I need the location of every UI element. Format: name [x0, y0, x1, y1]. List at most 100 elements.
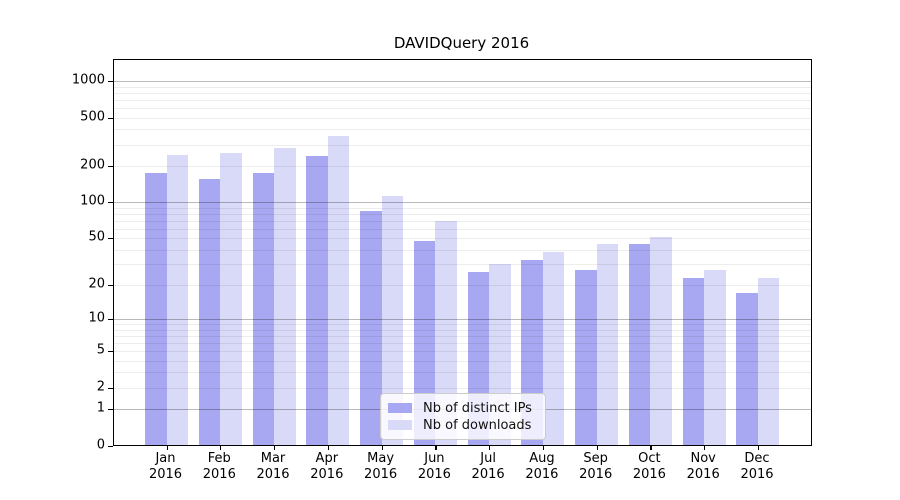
x-tick-mark-aug [542, 445, 545, 450]
bar-downloads-jun [435, 220, 457, 445]
y-tick-label-10: 10 [88, 310, 105, 326]
x-tick-month-feb: Feb [207, 451, 231, 466]
x-tick-label-dec: Dec 2016 [722, 451, 792, 483]
bar-downloads-jan [166, 155, 188, 445]
x-tick-mark-jul [489, 445, 491, 450]
legend-label-downloads: Nb of downloads [423, 417, 532, 433]
y-tick-mark-5 [107, 351, 113, 353]
x-tick-mark-mar [274, 445, 276, 450]
legend-entry-distinct-ips: Nb of distinct IPs [388, 400, 537, 416]
y-tick-mark-1000 [107, 81, 113, 83]
x-tick-year-aug: 2016 [525, 466, 559, 482]
x-tick-year-may: 2016 [364, 466, 398, 482]
y-tick-label-1000: 1000 [71, 72, 105, 88]
plot-area: Nb of distinct IPs Nb of downloads [107, 59, 812, 450]
bar-distinct-ips-jan [145, 172, 167, 445]
x-tick-label-oct: Oct 2016 [614, 451, 684, 483]
y-tick-label-0: 0 [96, 437, 105, 453]
x-tick-mark-feb [220, 445, 222, 450]
y-tick-label-5: 5 [96, 342, 105, 358]
x-tick-label-nov: Nov 2016 [668, 451, 738, 483]
bars-layer [114, 60, 811, 445]
x-tick-month-jan: Jan [155, 451, 176, 466]
y-tick-label-50: 50 [88, 229, 105, 245]
x-tick-mark-may [381, 445, 383, 450]
y-tick-label-200: 200 [80, 157, 105, 173]
x-tick-label-mar: Mar 2016 [238, 451, 308, 483]
x-tick-mark-jun [435, 445, 437, 450]
x-tick-year-oct: 2016 [632, 466, 666, 482]
x-tick-mark-oct [650, 445, 652, 450]
x-tick-label-sep: Sep 2016 [561, 451, 631, 483]
x-tick-month-jul: Jul [480, 451, 496, 466]
chart-title: DAVIDQuery 2016 [393, 34, 530, 52]
x-tick-month-apr: Apr [315, 451, 339, 466]
x-tick-year-nov: 2016 [686, 466, 720, 482]
x-tick-mark-apr [327, 445, 329, 450]
x-tick-mark-jan [166, 445, 168, 450]
x-tick-month-mar: Mar [260, 451, 286, 466]
x-tick-month-dec: Dec [744, 451, 770, 466]
x-tick-year-jan: 2016 [148, 466, 183, 482]
legend-entry-downloads: Nb of downloads [388, 417, 537, 433]
x-tick-label-may: May 2016 [346, 451, 416, 483]
x-tick-month-jun: Jun [424, 451, 445, 466]
legend-swatch-downloads [388, 420, 412, 430]
bar-downloads-sep [596, 243, 619, 445]
y-tick-label-100: 100 [80, 193, 105, 209]
y-tick-label-500: 500 [80, 109, 105, 125]
x-tick-year-mar: 2016 [256, 466, 290, 482]
x-tick-month-oct: Oct [638, 451, 661, 466]
y-tick-mark-0 [107, 445, 113, 447]
x-tick-month-may: May [367, 451, 395, 466]
x-tick-label-aug: Aug 2016 [507, 451, 577, 483]
bar-downloads-aug [542, 252, 565, 445]
y-tick-mark-20 [107, 285, 113, 287]
y-tick-mark-50 [107, 238, 113, 240]
bar-distinct-ips-apr [306, 156, 328, 445]
x-tick-year-jun: 2016 [417, 466, 451, 482]
bar-downloads-may [381, 195, 404, 445]
legend-swatch-distinct-ips [388, 403, 412, 413]
bar-distinct-ips-may [360, 211, 382, 445]
x-tick-year-sep: 2016 [579, 466, 613, 482]
bar-distinct-ips-oct [628, 243, 651, 445]
y-tick-label-2: 2 [96, 379, 105, 395]
x-tick-year-apr: 2016 [310, 466, 344, 482]
bar-downloads-dec [757, 277, 780, 445]
x-tick-year-jul: 2016 [471, 466, 505, 482]
bar-distinct-ips-nov [682, 277, 705, 445]
x-tick-year-dec: 2016 [740, 466, 774, 482]
x-tick-label-jun: Jun 2016 [399, 451, 469, 483]
x-tick-label-jul: Jul 2016 [453, 451, 523, 483]
x-tick-mark-nov [704, 445, 706, 450]
x-tick-year-feb: 2016 [202, 466, 236, 482]
x-tick-mark-dec [758, 445, 760, 450]
bar-distinct-ips-dec [736, 293, 758, 445]
legend-label-distinct-ips: Nb of distinct IPs [423, 400, 532, 416]
y-tick-mark-500 [107, 117, 113, 119]
x-axis: Jan 2016 Feb 2016 Mar 2016 Apr 2016 May 2016 Jun 20… [113, 451, 810, 491]
y-tick-label-20: 20 [88, 276, 105, 292]
y-tick-mark-2 [107, 387, 113, 389]
bar-downloads-oct [650, 237, 672, 445]
x-tick-mark-sep [596, 445, 598, 450]
x-tick-label-apr: Apr 2016 [292, 451, 362, 483]
x-tick-month-sep: Sep [583, 451, 608, 466]
bar-distinct-ips-sep [575, 269, 597, 445]
bar-distinct-ips-mar [252, 172, 275, 445]
x-tick-label-jan: Jan 2016 [131, 451, 201, 483]
x-tick-month-aug: Aug [529, 451, 555, 466]
legend: Nb of distinct IPs Nb of downloads [380, 393, 546, 440]
bar-downloads-nov [704, 269, 726, 445]
bar-downloads-feb [220, 152, 242, 445]
y-tick-label-1: 1 [96, 400, 105, 416]
y-tick-mark-200 [107, 165, 113, 167]
y-tick-mark-1 [107, 409, 113, 411]
y-tick-mark-10 [107, 319, 113, 321]
bar-downloads-apr [327, 136, 350, 445]
bar-distinct-ips-feb [198, 179, 221, 445]
x-tick-month-nov: Nov [690, 451, 716, 466]
bar-downloads-mar [274, 147, 296, 445]
